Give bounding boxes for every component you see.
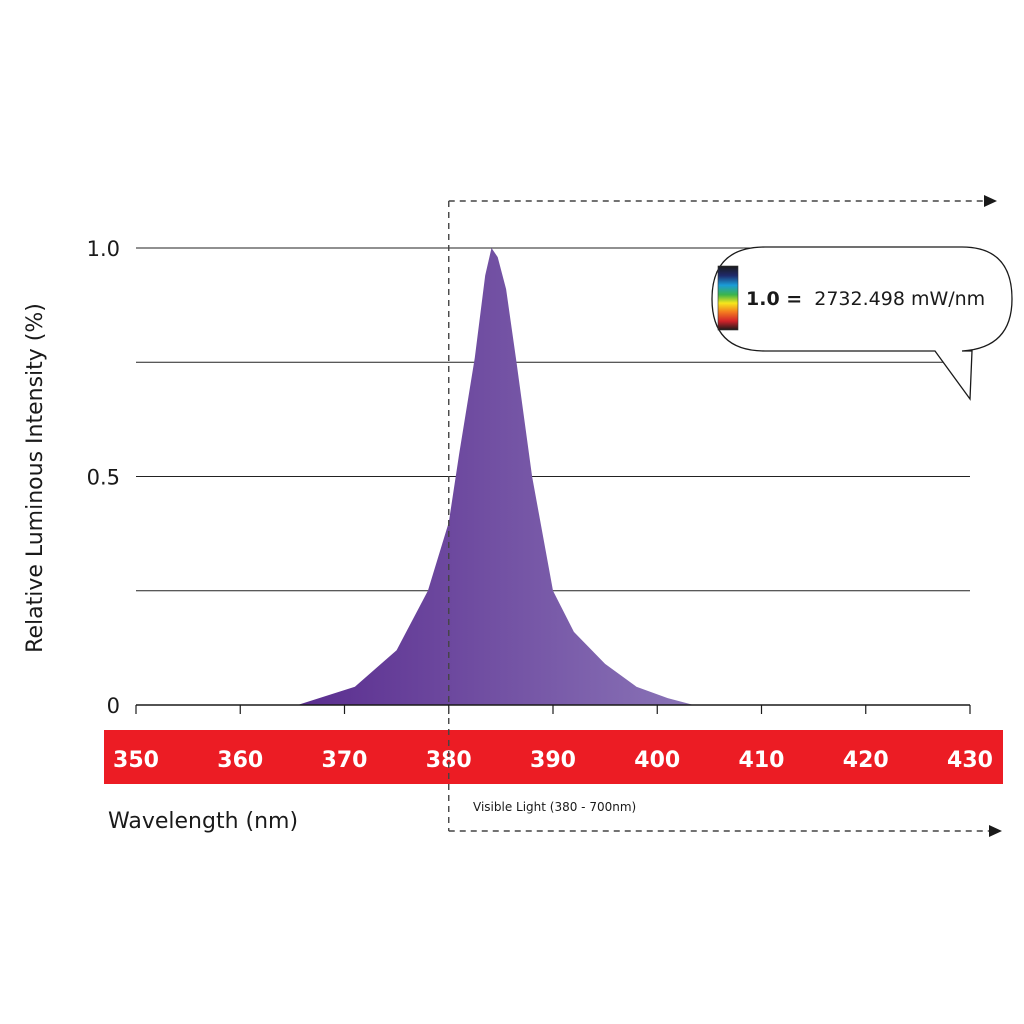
wavelength-band — [104, 730, 1003, 784]
spectrum-peak-area — [297, 248, 694, 705]
callout-value-label: 1.0 = — [746, 288, 802, 310]
callout-bubble — [711, 246, 1013, 401]
scale-callout: 1.0 = 2732.498 mW/nm — [711, 246, 1013, 401]
spectrum-colorbar-icon — [717, 265, 739, 331]
callout-value-text: 2732.498 mW/nm — [814, 288, 985, 310]
x-tick-labels: 350 360 370 380 390 400 410 420 430 — [113, 748, 993, 773]
x-tick-label: 350 — [113, 748, 159, 773]
x-tick-label: 370 — [322, 748, 368, 773]
visible-light-note: Visible Light (380 - 700nm) — [473, 800, 636, 814]
x-axis-title: Wavelength (nm) — [108, 809, 298, 834]
x-tick-label: 360 — [217, 748, 263, 773]
y-axis-title: Relative Luminous Intensity (%) — [23, 303, 48, 653]
y-tick-label: 1.0 — [87, 237, 120, 261]
arrow-right-icon — [984, 195, 997, 207]
x-tick-label: 400 — [634, 748, 680, 773]
x-tick-label: 430 — [947, 748, 993, 773]
y-tick-label: 0.5 — [87, 466, 120, 490]
arrow-right-icon — [989, 825, 1002, 837]
x-tick-label: 390 — [530, 748, 576, 773]
y-tick-labels: 0 0.5 1.0 — [87, 237, 120, 718]
visible-light-bracket — [448, 195, 1002, 837]
y-tick-label: 0 — [107, 694, 120, 718]
x-tick-label: 420 — [843, 748, 889, 773]
x-tick-label: 410 — [739, 748, 785, 773]
x-axis — [135, 704, 971, 714]
callout-value: 1.0 = 2732.498 mW/nm — [746, 288, 985, 310]
